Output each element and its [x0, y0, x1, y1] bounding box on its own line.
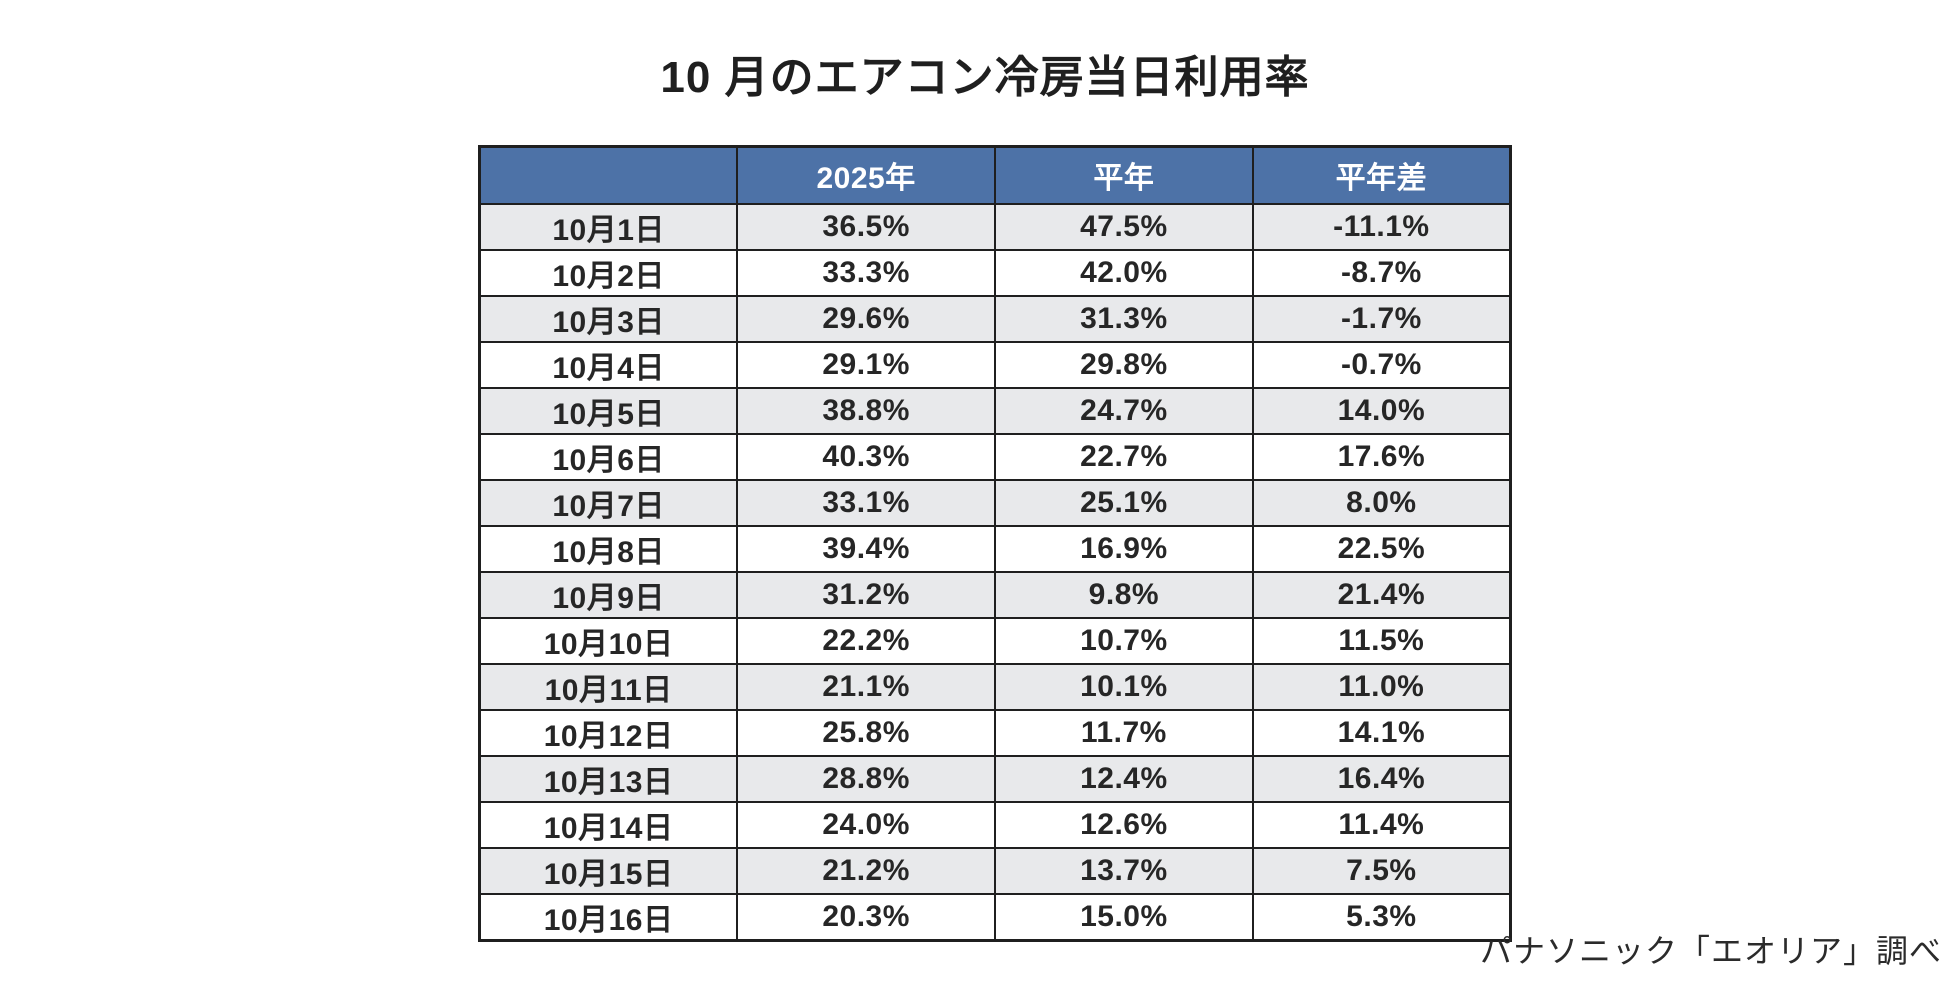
column-header-normal-year: 平年: [994, 145, 1254, 205]
value-cell: 21.4%: [1251, 570, 1512, 619]
table-row: 10月4日 29.1% 29.8% -0.7%: [478, 340, 1512, 389]
date-cell: 10月5日: [478, 386, 739, 435]
value-cell: 17.6%: [1251, 432, 1512, 481]
value-cell: 24.0%: [736, 800, 996, 849]
value-cell: 47.5%: [994, 202, 1254, 251]
date-cell: 10月14日: [478, 800, 739, 849]
value-cell: 36.5%: [736, 202, 996, 251]
value-cell: 25.1%: [994, 478, 1254, 527]
table-body: 10月1日 36.5% 47.5% -11.1% 10月2日 33.3% 42.0% -8.7…: [478, 202, 1512, 941]
date-cell: 10月9日: [478, 570, 739, 619]
value-cell: 31.2%: [736, 570, 996, 619]
value-cell: 11.0%: [1251, 662, 1512, 711]
usage-table: 2025年 平年 平年差 10月1日 36.5% 47.5% -11.1% 10月2日 3…: [478, 145, 1512, 942]
date-cell: 10月13日: [478, 754, 739, 803]
table-row: 10月14日 24.0% 12.6% 11.4%: [478, 800, 1512, 849]
value-cell: 14.1%: [1251, 708, 1512, 757]
table-row: 10月3日 29.6% 31.3% -1.7%: [478, 294, 1512, 343]
value-cell: 10.7%: [994, 616, 1254, 665]
table-row: 10月2日 33.3% 42.0% -8.7%: [478, 248, 1512, 297]
date-cell: 10月10日: [478, 616, 739, 665]
value-cell: 28.8%: [736, 754, 996, 803]
table-header: 2025年 平年 平年差: [478, 145, 1512, 205]
date-cell: 10月2日: [478, 248, 739, 297]
column-header-2025: 2025年: [736, 145, 996, 205]
date-cell: 10月1日: [478, 202, 739, 251]
value-cell: 15.0%: [994, 892, 1254, 941]
value-cell: 12.6%: [994, 800, 1254, 849]
table-row: 10月16日 20.3% 15.0% 5.3%: [478, 892, 1512, 941]
value-cell: 10.1%: [994, 662, 1254, 711]
table-row: 10月11日 21.1% 10.1% 11.0%: [478, 662, 1512, 711]
value-cell: 42.0%: [994, 248, 1254, 297]
table-row: 10月9日 31.2% 9.8% 21.4%: [478, 570, 1512, 619]
date-cell: 10月15日: [478, 846, 739, 895]
value-cell: 33.1%: [736, 478, 996, 527]
value-cell: 24.7%: [994, 386, 1254, 435]
table-row: 10月12日 25.8% 11.7% 14.1%: [478, 708, 1512, 757]
date-cell: 10月16日: [478, 892, 739, 941]
value-cell: 40.3%: [736, 432, 996, 481]
table-row: 10月13日 28.8% 12.4% 16.4%: [478, 754, 1512, 803]
value-cell: 21.1%: [736, 662, 996, 711]
value-cell: 11.4%: [1251, 800, 1512, 849]
date-cell: 10月11日: [478, 662, 739, 711]
value-cell: 22.2%: [736, 616, 996, 665]
date-cell: 10月4日: [478, 340, 739, 389]
table-row: 10月1日 36.5% 47.5% -11.1%: [478, 202, 1512, 251]
date-cell: 10月8日: [478, 524, 739, 573]
value-cell: 39.4%: [736, 524, 996, 573]
table-row: 10月5日 38.8% 24.7% 14.0%: [478, 386, 1512, 435]
header-row: 2025年 平年 平年差: [478, 145, 1512, 205]
column-header-date: [478, 145, 739, 205]
value-cell: 5.3%: [1251, 892, 1512, 941]
value-cell: 25.8%: [736, 708, 996, 757]
source-note: パナソニック「エオリア」調べ: [1479, 933, 1942, 969]
value-cell: 29.8%: [994, 340, 1254, 389]
value-cell: 33.3%: [736, 248, 996, 297]
value-cell: 38.8%: [736, 386, 996, 435]
value-cell: 21.2%: [736, 846, 996, 895]
value-cell: 29.6%: [736, 294, 996, 343]
value-cell: 11.7%: [994, 708, 1254, 757]
value-cell: 11.5%: [1251, 616, 1512, 665]
table-row: 10月15日 21.2% 13.7% 7.5%: [478, 846, 1512, 895]
table-row: 10月10日 22.2% 10.7% 11.5%: [478, 616, 1512, 665]
value-cell: -11.1%: [1251, 202, 1512, 251]
chart-title: 10 月のエアコン冷房当日利用率: [660, 53, 1310, 102]
value-cell: 31.3%: [994, 294, 1254, 343]
date-cell: 10月3日: [478, 294, 739, 343]
date-cell: 10月7日: [478, 478, 739, 527]
value-cell: 14.0%: [1251, 386, 1512, 435]
date-cell: 10月6日: [478, 432, 739, 481]
date-cell: 10月12日: [478, 708, 739, 757]
value-cell: 29.1%: [736, 340, 996, 389]
value-cell: 20.3%: [736, 892, 996, 941]
value-cell: -1.7%: [1251, 294, 1512, 343]
value-cell: -8.7%: [1251, 248, 1512, 297]
value-cell: 7.5%: [1251, 846, 1512, 895]
value-cell: -0.7%: [1251, 340, 1512, 389]
table-row: 10月7日 33.1% 25.1% 8.0%: [478, 478, 1512, 527]
value-cell: 9.8%: [994, 570, 1254, 619]
value-cell: 13.7%: [994, 846, 1254, 895]
column-header-difference: 平年差: [1251, 145, 1512, 205]
table-row: 10月6日 40.3% 22.7% 17.6%: [478, 432, 1512, 481]
value-cell: 22.7%: [994, 432, 1254, 481]
value-cell: 8.0%: [1251, 478, 1512, 527]
value-cell: 16.4%: [1251, 754, 1512, 803]
value-cell: 16.9%: [994, 524, 1254, 573]
table-row: 10月8日 39.4% 16.9% 22.5%: [478, 524, 1512, 573]
value-cell: 22.5%: [1251, 524, 1512, 573]
value-cell: 12.4%: [994, 754, 1254, 803]
